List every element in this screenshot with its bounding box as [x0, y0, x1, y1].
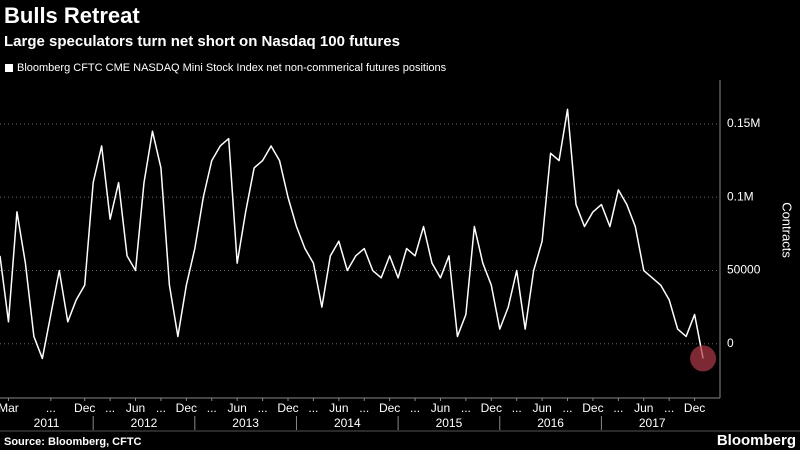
y-tick-label: 0.15M — [727, 116, 760, 130]
x-tick-label: ... — [410, 401, 420, 415]
x-tick-label: Dec — [277, 401, 298, 415]
y-axis-label: Contracts — [780, 202, 795, 258]
chart-title: Bulls Retreat — [4, 3, 140, 28]
x-tick-label: Mar — [0, 401, 19, 415]
x-tick-label: Dec — [379, 401, 400, 415]
year-label: 2012 — [131, 416, 158, 430]
x-tick-label: ... — [105, 401, 115, 415]
x-tick-label: ... — [664, 401, 674, 415]
year-label: 2015 — [436, 416, 463, 430]
legend-label: Bloomberg CFTC CME NASDAQ Mini Stock Ind… — [17, 62, 447, 74]
x-tick-label: ... — [258, 401, 268, 415]
x-tick-label: ... — [512, 401, 522, 415]
x-tick-label: ... — [359, 401, 369, 415]
x-tick-label: Jun — [126, 401, 145, 415]
x-tick-label: Dec — [481, 401, 502, 415]
brand-logo: Bloomberg — [717, 432, 796, 449]
x-tick-label: ... — [613, 401, 623, 415]
x-tick-label: Jun — [532, 401, 551, 415]
chart-subtitle: Large speculators turn net short on Nasd… — [4, 33, 400, 50]
x-tick-label: Dec — [582, 401, 603, 415]
year-label: 2016 — [537, 416, 564, 430]
x-tick-label: ... — [46, 401, 56, 415]
y-tick-label: 0 — [727, 336, 734, 350]
x-tick-label: Jun — [634, 401, 653, 415]
y-tick-label: 0.1M — [727, 189, 754, 203]
year-label: 2017 — [639, 416, 666, 430]
year-label: 2011 — [34, 416, 60, 430]
x-tick-label: ... — [156, 401, 166, 415]
x-tick-label: ... — [563, 401, 573, 415]
x-tick-label: Dec — [176, 401, 197, 415]
x-tick-label: Jun — [329, 401, 348, 415]
x-tick-label: ... — [207, 401, 217, 415]
year-label: 2013 — [232, 416, 259, 430]
x-tick-label: Jun — [227, 401, 246, 415]
x-tick-label: ... — [308, 401, 318, 415]
x-tick-label: ... — [461, 401, 471, 415]
legend-swatch — [5, 64, 13, 72]
source: Source: Bloomberg, CFTC — [4, 436, 142, 448]
x-tick-label: Jun — [431, 401, 450, 415]
highlight-marker — [690, 345, 717, 372]
x-tick-label: Dec — [74, 401, 95, 415]
data-line — [0, 108, 704, 360]
year-label: 2014 — [334, 416, 361, 430]
x-tick-label: Dec — [684, 401, 705, 415]
y-tick-label: 50000 — [727, 263, 761, 277]
